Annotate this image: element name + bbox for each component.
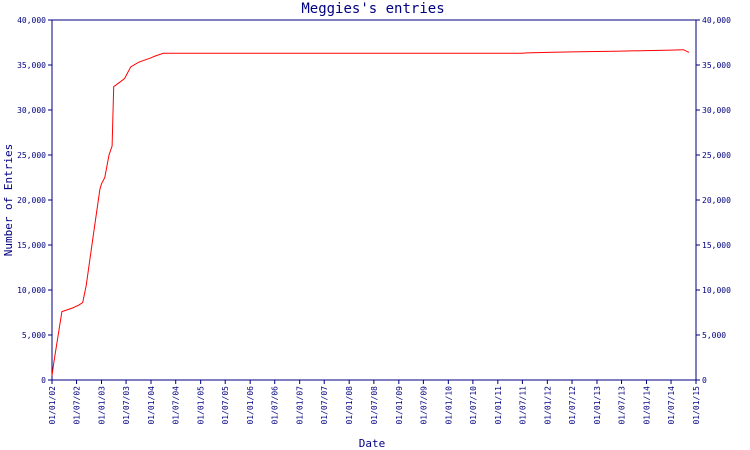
y-tick-label-left: 0 [41, 376, 46, 385]
x-tick-label: 01/01/05 [197, 386, 206, 425]
y-tick-label-left: 25,000 [17, 151, 46, 160]
y-tick-label-left: 20,000 [17, 196, 46, 205]
x-tick-label: 01/07/12 [568, 386, 577, 425]
y-tick-label-right: 0 [702, 376, 707, 385]
x-tick-label: 01/01/13 [593, 386, 602, 425]
x-tick-label: 01/07/09 [419, 386, 428, 425]
x-tick-label: 01/07/13 [618, 386, 627, 425]
y-axis-left: 0 5,000 10,000 15,000 20,000 25,000 30,000 35,0… [17, 16, 52, 385]
y-tick-label-right: 35,000 [702, 61, 731, 70]
x-axis: 01/01/02 01/07/02 01/01/03 01/07/03 01/01/04… [48, 380, 701, 425]
x-tick-label: 01/01/04 [147, 386, 156, 425]
x-tick-label: 01/07/04 [172, 386, 181, 425]
y-tick-label-left: 30,000 [17, 106, 46, 115]
x-tick-label: 01/01/11 [494, 386, 503, 425]
y-tick-label-right: 15,000 [702, 241, 731, 250]
x-tick-label: 01/07/10 [469, 386, 478, 425]
y-tick-label-left: 35,000 [17, 61, 46, 70]
x-tick-label: 01/07/06 [271, 386, 280, 425]
x-tick-label: 01/07/05 [221, 386, 230, 425]
x-tick-label: 01/01/06 [246, 386, 255, 425]
x-tick-label: 01/01/12 [543, 386, 552, 425]
x-axis-label: Date [359, 437, 386, 450]
y-axis-label: Number of Entries [2, 144, 15, 257]
y-tick-label-right: 20,000 [702, 196, 731, 205]
x-tick-label: 01/07/08 [370, 386, 379, 425]
x-tick-label: 01/07/14 [667, 386, 676, 425]
plot-area-frame [51, 19, 697, 381]
x-tick-label: 01/01/03 [98, 386, 107, 425]
y-tick-label-right: 10,000 [702, 286, 731, 295]
y-tick-label-right: 40,000 [702, 16, 731, 25]
x-tick-label: 01/07/07 [320, 386, 329, 425]
y-axis-right: 0 5,000 10,000 15,000 20,000 25,000 30,000 35,0… [696, 16, 731, 385]
x-tick-label: 01/01/09 [395, 386, 404, 425]
x-tick-label: 01/01/15 [692, 386, 701, 425]
x-tick-label: 01/07/11 [518, 386, 527, 425]
x-tick-label: 01/01/08 [345, 386, 354, 425]
chart-title: Meggies's entries [301, 1, 444, 17]
y-tick-label-left: 10,000 [17, 286, 46, 295]
x-tick-label: 01/01/02 [48, 386, 57, 425]
x-tick-label: 01/07/03 [122, 386, 131, 425]
x-tick-label: 01/01/10 [444, 386, 453, 425]
x-tick-label: 01/01/07 [296, 386, 305, 425]
x-tick-label: 01/01/14 [642, 386, 651, 425]
y-tick-label-left: 15,000 [17, 241, 46, 250]
y-tick-label-right: 30,000 [702, 106, 731, 115]
y-tick-label-right: 25,000 [702, 151, 731, 160]
x-tick-label: 01/07/02 [73, 386, 82, 425]
y-tick-label-right: 5,000 [702, 331, 726, 340]
y-tick-label-left: 40,000 [17, 16, 46, 25]
series-line [51, 49, 690, 376]
y-tick-label-left: 5,000 [22, 331, 46, 340]
series-layer [51, 49, 690, 376]
